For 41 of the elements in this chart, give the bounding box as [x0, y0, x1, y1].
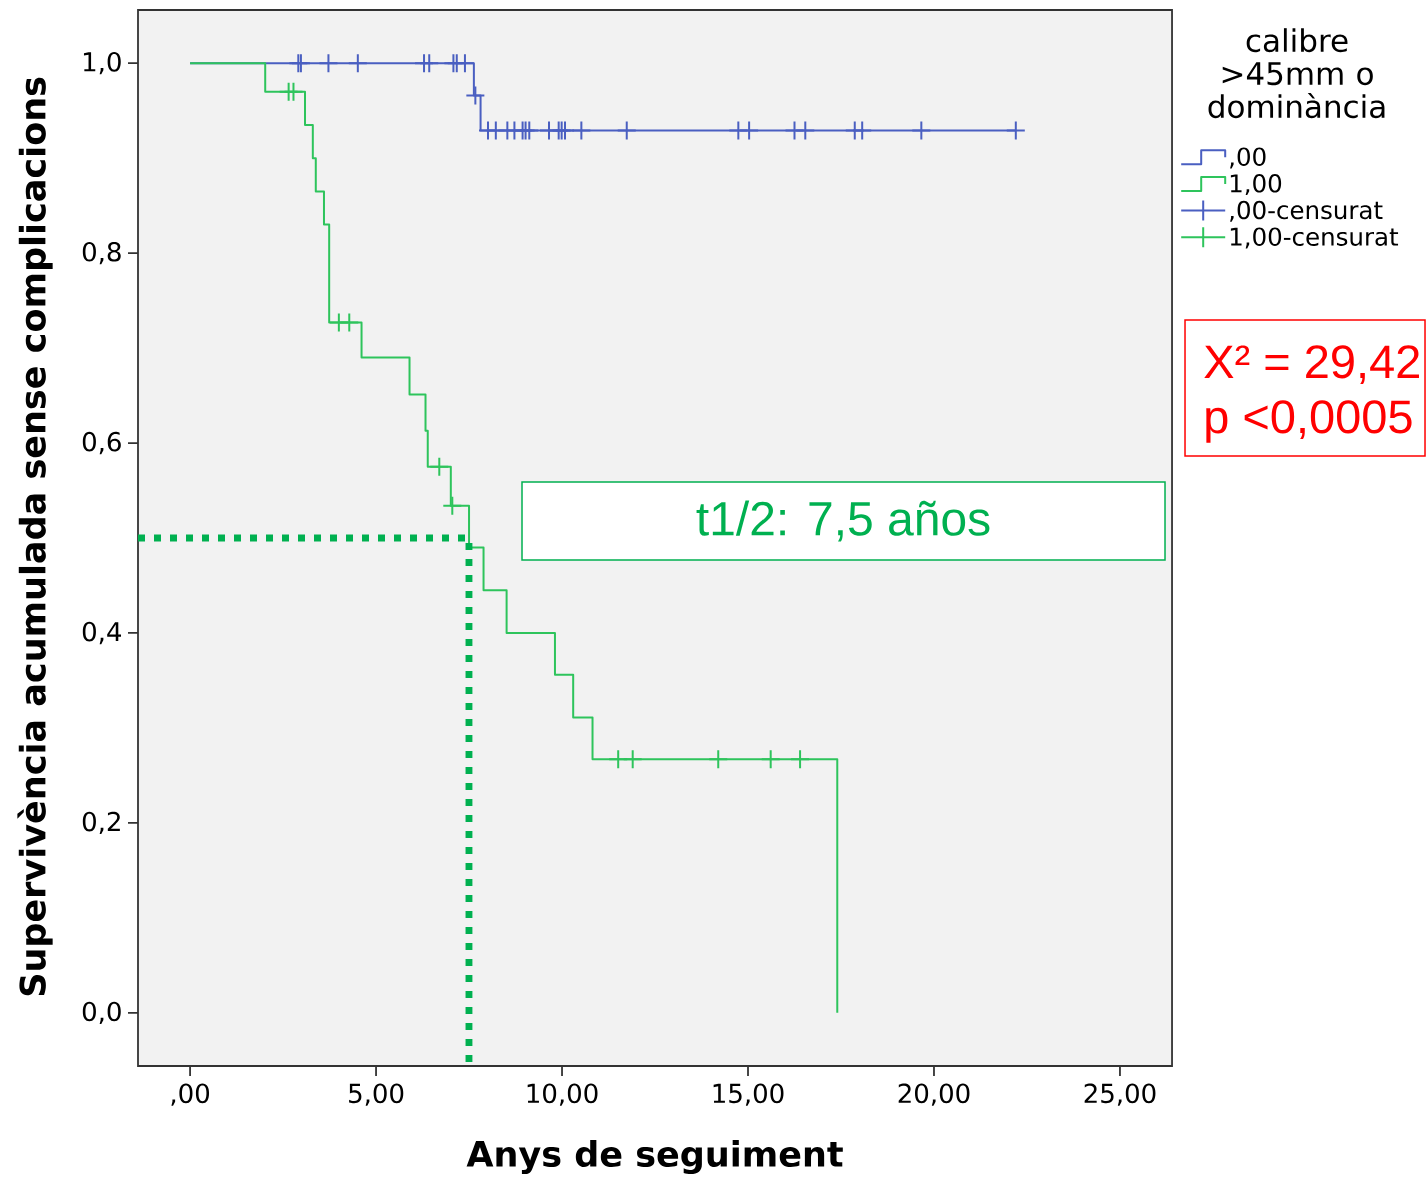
text: p <0,0005 [1206, 400, 1412, 443]
x-tick-label: 20,00 [898, 1083, 970, 1106]
x-tick-label: 10,00 [527, 1083, 598, 1106]
point [739, 120, 760, 141]
point [708, 749, 729, 770]
point [790, 749, 811, 770]
y-tick-label: 0,2 [82, 811, 120, 835]
point [318, 53, 339, 74]
x-tick-label: 15,00 [713, 1083, 784, 1106]
legend-label: 1,00 [1230, 174, 1282, 196]
y-tick-label: 0,4 [82, 621, 122, 645]
legend-label: 1,00-censurat [1230, 227, 1399, 249]
x-tick-label: ,00 [171, 1083, 210, 1106]
point [571, 120, 592, 141]
legend-title: calibre >45mm o dominància [1208, 28, 1385, 119]
point [347, 53, 368, 74]
legend-label: ,00-censurat [1230, 200, 1383, 222]
x-axis-title: Anys de seguiment [466, 1139, 843, 1175]
point [429, 456, 450, 477]
y-axis-title: Supervivència acumulada sense complicacions [17, 77, 53, 996]
text: X² = 29,42 [1204, 345, 1419, 384]
y-tick-label: 0,6 [82, 431, 121, 455]
point [616, 120, 637, 141]
point [339, 312, 360, 333]
point [1005, 120, 1026, 141]
x-tick-label: 5,00 [349, 1083, 404, 1106]
y-tick-label: 1,0 [83, 52, 121, 75]
point [795, 120, 816, 141]
point [283, 81, 304, 102]
y-tick-label: 0,0 [82, 1001, 121, 1024]
point [622, 749, 643, 770]
point [911, 120, 932, 141]
point [760, 749, 781, 770]
point [419, 53, 440, 74]
point [465, 85, 486, 106]
point [442, 495, 463, 516]
legend-label: ,00 [1230, 147, 1266, 169]
x-tick-label: 25,00 [1084, 1083, 1156, 1106]
y-tick-label: 0,8 [82, 241, 121, 265]
annotation: t1/2: 7,5 años [696, 500, 990, 542]
point [852, 120, 873, 141]
